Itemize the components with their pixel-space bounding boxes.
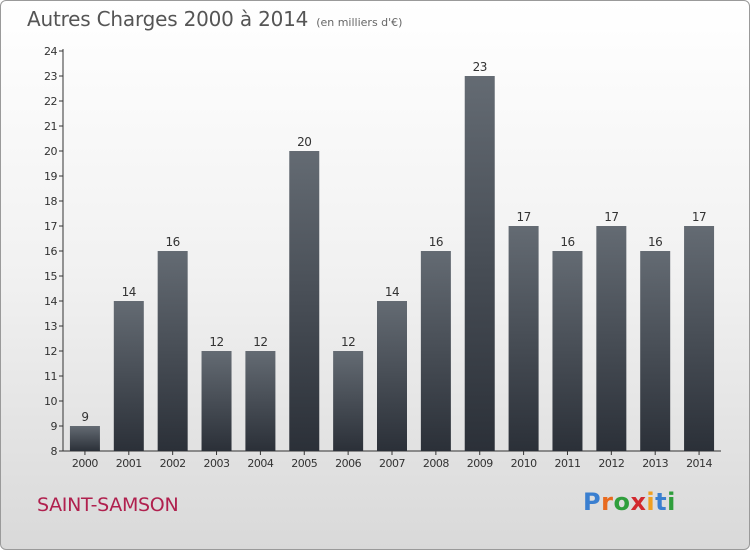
x-tick-label: 2004: [247, 457, 273, 470]
bar: [69, 426, 100, 451]
x-tick-label: 2005: [291, 457, 317, 470]
bar: [113, 301, 144, 451]
chart-title: Autres Charges 2000 à 2014: [27, 7, 309, 31]
y-tick-label: 17: [44, 220, 57, 233]
bar: [596, 226, 627, 451]
chart-subtitle: (en milliers d'€): [316, 16, 403, 29]
data-label: 9: [81, 410, 88, 424]
brand-letter: t: [655, 488, 668, 516]
y-tick-label: 14: [44, 295, 57, 308]
x-tick-label: 2013: [642, 457, 668, 470]
x-tick-label: 2009: [467, 457, 493, 470]
data-label: 16: [166, 235, 180, 249]
bar: [377, 301, 407, 451]
bar: [289, 151, 320, 451]
y-tick-label: 13: [44, 320, 57, 333]
bar: [201, 351, 232, 451]
x-tick-label: 2001: [116, 457, 142, 470]
bar: [684, 226, 715, 451]
title-row: Autres Charges 2000 à 2014 (en milliers d…: [27, 7, 402, 31]
data-label: 16: [429, 235, 443, 249]
bar: [245, 351, 276, 451]
y-tick-label: 11: [44, 370, 57, 383]
y-tick-label: 12: [44, 345, 57, 358]
data-label: 23: [473, 60, 487, 74]
x-tick-label: 2002: [160, 457, 186, 470]
y-tick-label: 21: [44, 120, 57, 133]
data-label: 17: [692, 210, 706, 224]
x-tick-label: 2000: [72, 457, 98, 470]
x-tick-label: 2006: [335, 457, 361, 470]
x-tick-label: 2014: [686, 457, 712, 470]
y-tick-label: 18: [44, 195, 57, 208]
y-tick-label: 8: [51, 445, 58, 458]
bar: [508, 226, 539, 451]
brand-letter: r: [601, 488, 614, 516]
data-label: 14: [122, 285, 136, 299]
y-tick-label: 20: [44, 145, 57, 158]
data-label: 14: [385, 285, 399, 299]
y-tick-label: 15: [44, 270, 57, 283]
data-label: 12: [341, 335, 355, 349]
data-label: 20: [297, 135, 311, 149]
brand-letter: P: [583, 488, 602, 516]
data-label: 16: [560, 235, 574, 249]
bar: [640, 251, 671, 451]
bar: [552, 251, 583, 451]
brand-letter: i: [646, 488, 656, 516]
x-tick-label: 2010: [511, 457, 537, 470]
bar: [157, 251, 188, 451]
y-tick-label: 16: [44, 245, 57, 258]
x-tick-label: 2007: [379, 457, 405, 470]
brand-letter: o: [613, 488, 631, 516]
data-label: 16: [648, 235, 662, 249]
brand-logo: Proxiti: [583, 488, 676, 516]
y-tick-label: 10: [44, 395, 57, 408]
bar: [420, 251, 451, 451]
data-label: 17: [604, 210, 618, 224]
x-tick-label: 2008: [423, 457, 449, 470]
y-tick-label: 19: [44, 170, 57, 183]
data-label: 17: [516, 210, 530, 224]
y-tick-label: 24: [44, 45, 57, 58]
x-tick-label: 2011: [554, 457, 580, 470]
bar: [464, 76, 495, 451]
y-tick-label: 9: [51, 420, 58, 433]
bar: [333, 351, 364, 451]
x-tick-label: 2003: [204, 457, 230, 470]
data-label: 12: [209, 335, 223, 349]
x-tick-label: 2012: [598, 457, 624, 470]
data-label: 12: [253, 335, 267, 349]
brand-letter: i: [667, 488, 676, 516]
town-name: SAINT-SAMSON: [37, 494, 179, 516]
y-tick-label: 22: [44, 95, 57, 108]
brand-letter: x: [630, 488, 647, 516]
y-tick-label: 23: [44, 70, 57, 83]
